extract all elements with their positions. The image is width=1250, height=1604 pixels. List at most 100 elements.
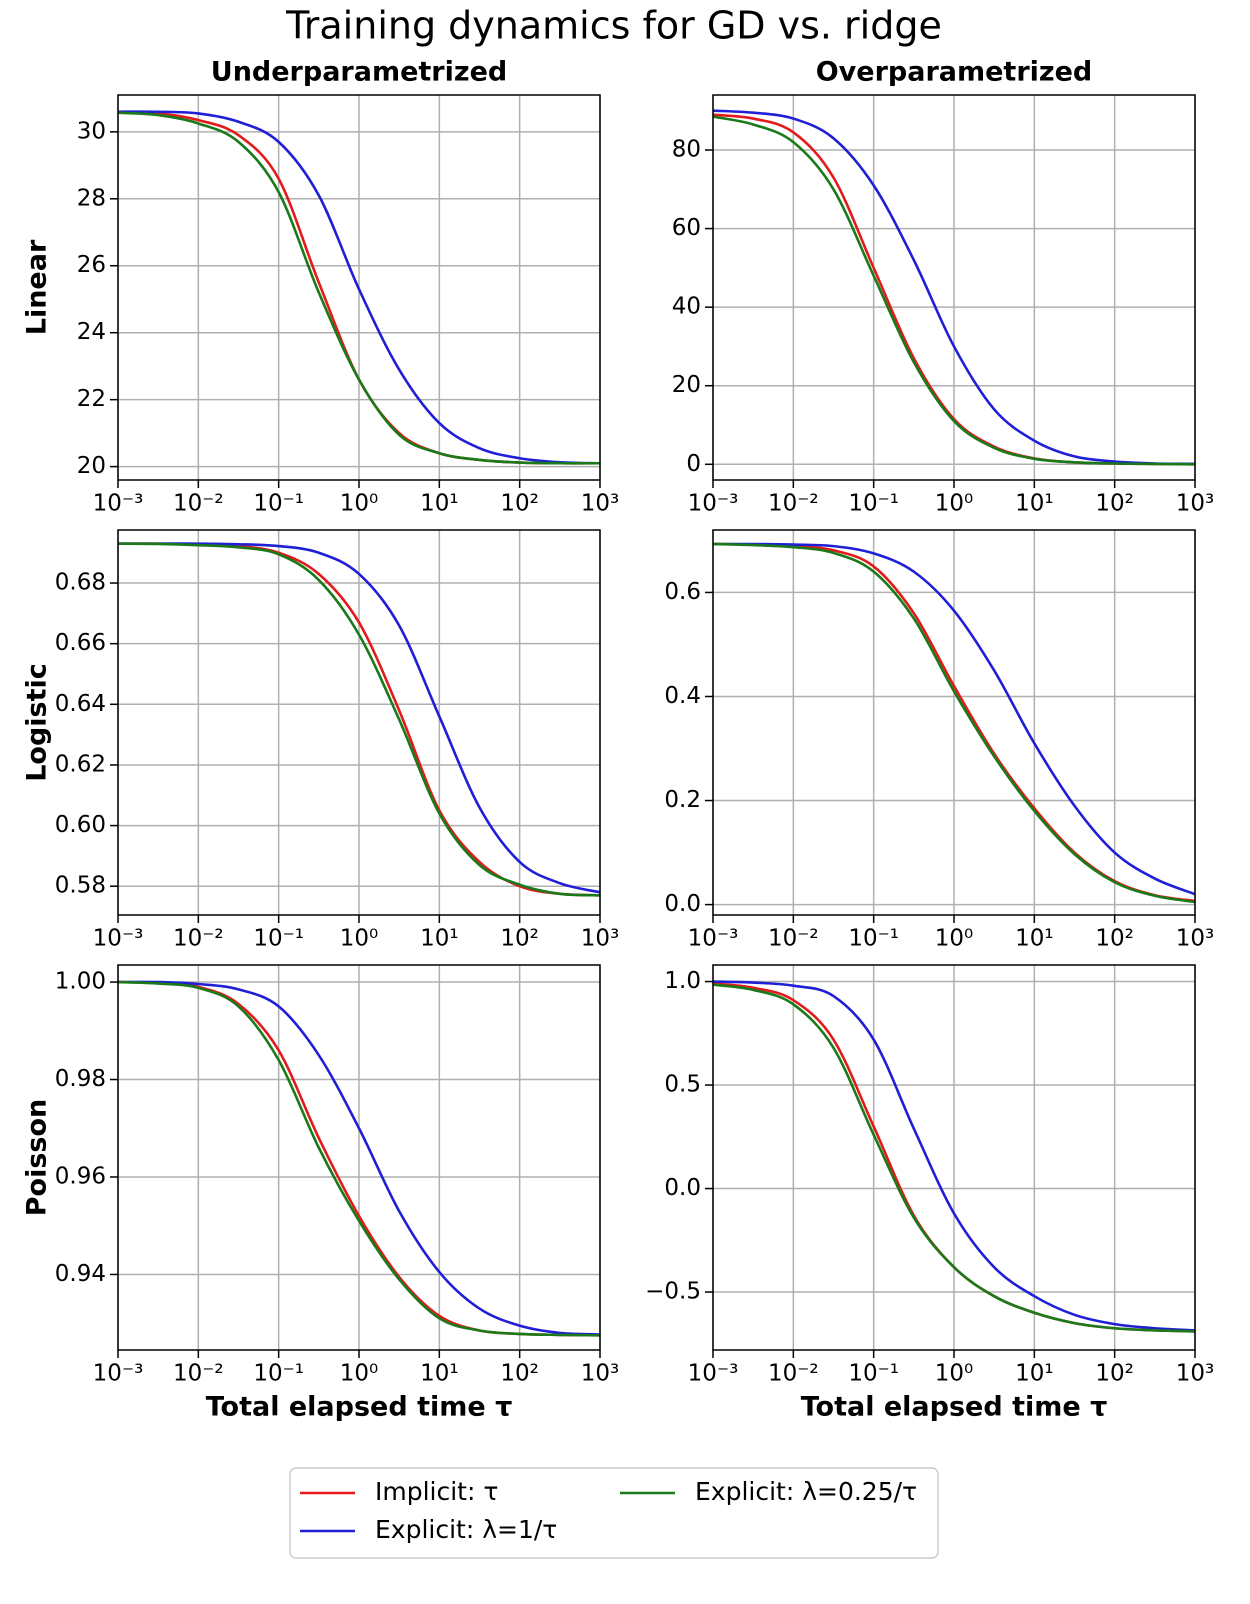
y-tick-label: 24 [77,319,106,345]
y-tick-label: 0.96 [55,1163,106,1189]
series-line [118,980,600,1337]
x-tick-label: 10² [1095,926,1134,952]
legend-label: Explicit: λ=0.25/τ [695,1477,917,1506]
y-tick-label: 1.00 [55,969,106,995]
y-tick-label: 80 [672,137,701,163]
y-tick-label: 0.0 [664,891,701,917]
y-tick-label: 0.60 [55,812,106,838]
y-tick-label: 0.4 [664,683,701,709]
x-tick-label: 10⁻² [173,926,224,952]
x-tick-label: 10⁻² [173,1361,224,1387]
y-axis-label: Linear [22,239,53,335]
y-tick-label: 0.68 [55,570,106,596]
x-tick-label: 10² [500,1361,539,1387]
figure-title: Training dynamics for GD vs. ridge [285,4,942,48]
x-tick-label: 10² [1095,491,1134,517]
subplot: 10⁻³ 10⁻² 10⁻¹ 10⁰ 10¹ 10² 10³ 0 20 40 60 80 Overpar… [672,57,1215,517]
x-tick-label: 10² [500,926,539,952]
x-tick-label: 10⁰ [340,926,379,952]
y-axis-label: Logistic [22,663,53,782]
y-tick-label: 22 [77,386,106,412]
series-line [118,542,600,894]
y-axis-label: Poisson [22,1099,53,1217]
x-tick-label: 10⁻¹ [848,491,899,517]
y-tick-label: 0.62 [55,751,106,777]
x-tick-label: 10⁻¹ [848,926,899,952]
x-tick-label: 10⁰ [935,1361,974,1387]
x-axis-label: Total elapsed time τ [206,1392,513,1423]
y-tick-label: 20 [672,372,701,398]
x-tick-label: 10⁻³ [688,1361,739,1387]
x-tick-label: 10⁻³ [93,491,144,517]
x-tick-label: 10³ [581,926,620,952]
series-line [713,109,1195,466]
x-tick-label: 10² [1095,1361,1134,1387]
series-line [118,110,600,465]
y-tick-label: 0 [686,451,701,477]
y-tick-label: 40 [672,294,701,320]
x-axis-label: Total elapsed time τ [801,1392,1108,1423]
series-line [118,542,600,897]
x-tick-label: 10⁻² [768,491,819,517]
series-line [713,542,1195,904]
y-tick-label: 0.94 [55,1261,106,1287]
y-tick-label: 0.66 [55,630,106,656]
subplot: 10⁻³ 10⁻² 10⁻¹ 10⁰ 10¹ 10² 10³ 0.0 0.2 0.4 0.6 [664,529,1215,952]
x-tick-label: 10⁻³ [688,926,739,952]
y-tick-label: 0.2 [664,787,701,813]
x-tick-label: 10⁻¹ [253,491,304,517]
x-tick-label: 10³ [1176,491,1215,517]
y-tick-label: 30 [77,118,106,144]
x-tick-label: 10¹ [420,926,459,952]
x-tick-label: 10⁻³ [93,1361,144,1387]
axes-frame [117,529,601,916]
x-tick-label: 10³ [1176,1361,1215,1387]
subplot-title: Overparametrized [816,57,1093,88]
x-tick-label: 10¹ [1015,491,1054,517]
y-tick-label: 0.6 [664,579,701,605]
series-line [713,983,1195,1333]
legend-box [289,1467,939,1559]
x-tick-label: 10³ [581,1361,620,1387]
axes-frame [712,964,1196,1351]
x-tick-label: 10⁻¹ [848,1361,899,1387]
x-tick-label: 10³ [1176,926,1215,952]
x-tick-label: 10¹ [1015,926,1054,952]
x-tick-label: 10³ [581,491,620,517]
series-line [118,980,600,1336]
series-line [713,980,1195,1332]
x-tick-label: 10⁰ [935,926,974,952]
y-tick-label: 0.64 [55,691,106,717]
subplot: 10⁻³ 10⁻² 10⁻¹ 10⁰ 10¹ 10² 10³ −0.5 0.0 0.5 1.0 Tot… [645,964,1215,1423]
y-tick-label: 0.98 [55,1066,106,1092]
y-tick-label: 26 [77,252,106,278]
x-tick-label: 10⁰ [340,1361,379,1387]
x-tick-label: 10⁻³ [688,491,739,517]
y-tick-label: 20 [77,453,106,479]
y-tick-label: −0.5 [645,1279,701,1305]
x-tick-label: 10¹ [1015,1361,1054,1387]
legend-label: Explicit: λ=1/τ [375,1515,557,1544]
subplot: 10⁻³ 10⁻² 10⁻¹ 10⁰ 10¹ 10² 10³ 0.58 0.60 0.62 0.64… [22,529,620,952]
series-line [713,115,1195,466]
x-tick-label: 10⁻² [173,491,224,517]
axes-frame [117,94,601,481]
x-tick-label: 10⁻² [768,1361,819,1387]
y-tick-label: 0.0 [664,1175,701,1201]
series-line [118,111,600,465]
legend-label: Implicit: τ [375,1477,498,1506]
x-tick-label: 10¹ [420,1361,459,1387]
axes-frame [712,529,1196,916]
x-tick-label: 10² [500,491,539,517]
x-tick-label: 10⁻¹ [253,1361,304,1387]
x-tick-label: 10¹ [420,491,459,517]
axes-frame [712,94,1196,481]
subplot: 10⁻³ 10⁻² 10⁻¹ 10⁰ 10¹ 10² 10³ 0.94 0.96 0.98 1.00… [22,964,620,1423]
subplot: 10⁻³ 10⁻² 10⁻¹ 10⁰ 10¹ 10² 10³ 20 22 24 26 28 30 Unde… [22,57,620,517]
x-tick-label: 10⁻¹ [253,926,304,952]
series-line [713,542,1195,896]
subplot-title: Underparametrized [211,57,507,88]
y-tick-label: 0.58 [55,873,106,899]
y-tick-label: 0.5 [664,1072,701,1098]
y-tick-label: 28 [77,185,106,211]
